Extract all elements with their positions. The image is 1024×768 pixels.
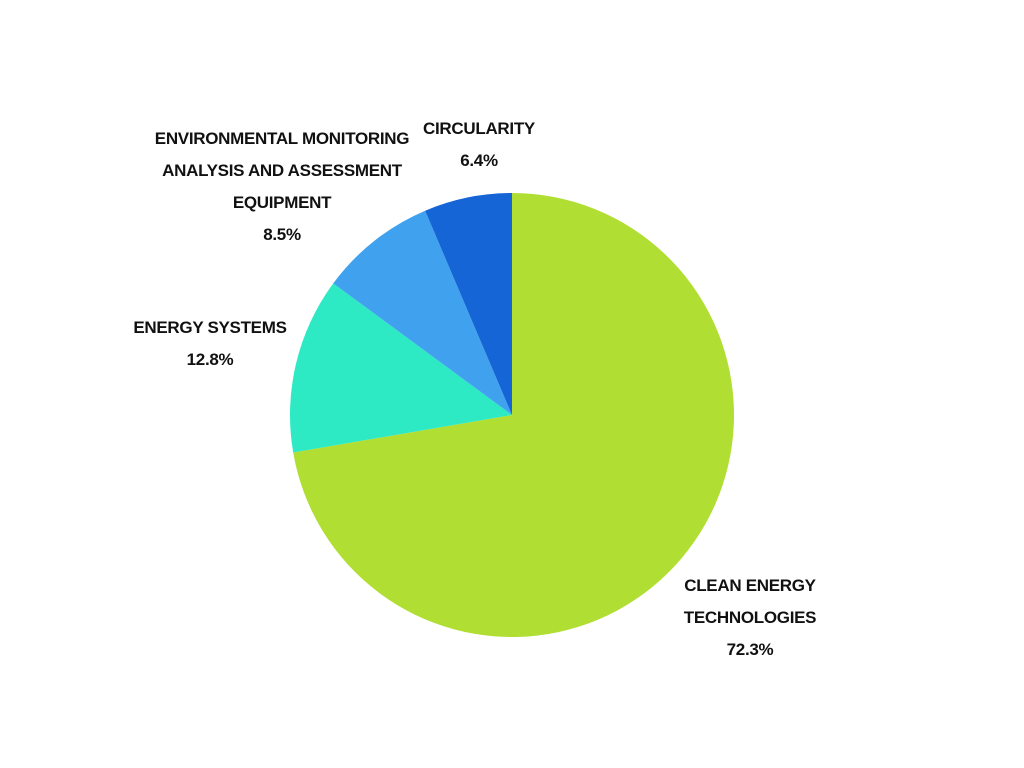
slice-label: CIRCULARITY 6.4% xyxy=(399,113,559,177)
value-label: 72.3% xyxy=(726,640,774,659)
category-label: ENVIRONMENTAL MONITORING ANALYSIS AND AS… xyxy=(154,129,410,212)
slice-label: ENERGY SYSTEMS 12.8% xyxy=(110,312,310,376)
value-label: 8.5% xyxy=(263,225,301,244)
pie-slice xyxy=(293,193,734,637)
category-label: CLEAN ENERGY TECHNOLOGIES xyxy=(683,576,817,627)
category-label: CIRCULARITY xyxy=(423,119,535,138)
value-label: 12.8% xyxy=(186,350,234,369)
pie-slice xyxy=(290,283,512,453)
slice-label: ENVIRONMENTAL MONITORING ANALYSIS AND AS… xyxy=(143,123,421,251)
slice-label: CLEAN ENERGY TECHNOLOGIES 72.3% xyxy=(668,570,833,666)
pie-slice xyxy=(425,193,512,415)
category-label: ENERGY SYSTEMS xyxy=(133,318,287,337)
pie-slice xyxy=(333,210,512,415)
value-label: 6.4% xyxy=(460,151,498,170)
